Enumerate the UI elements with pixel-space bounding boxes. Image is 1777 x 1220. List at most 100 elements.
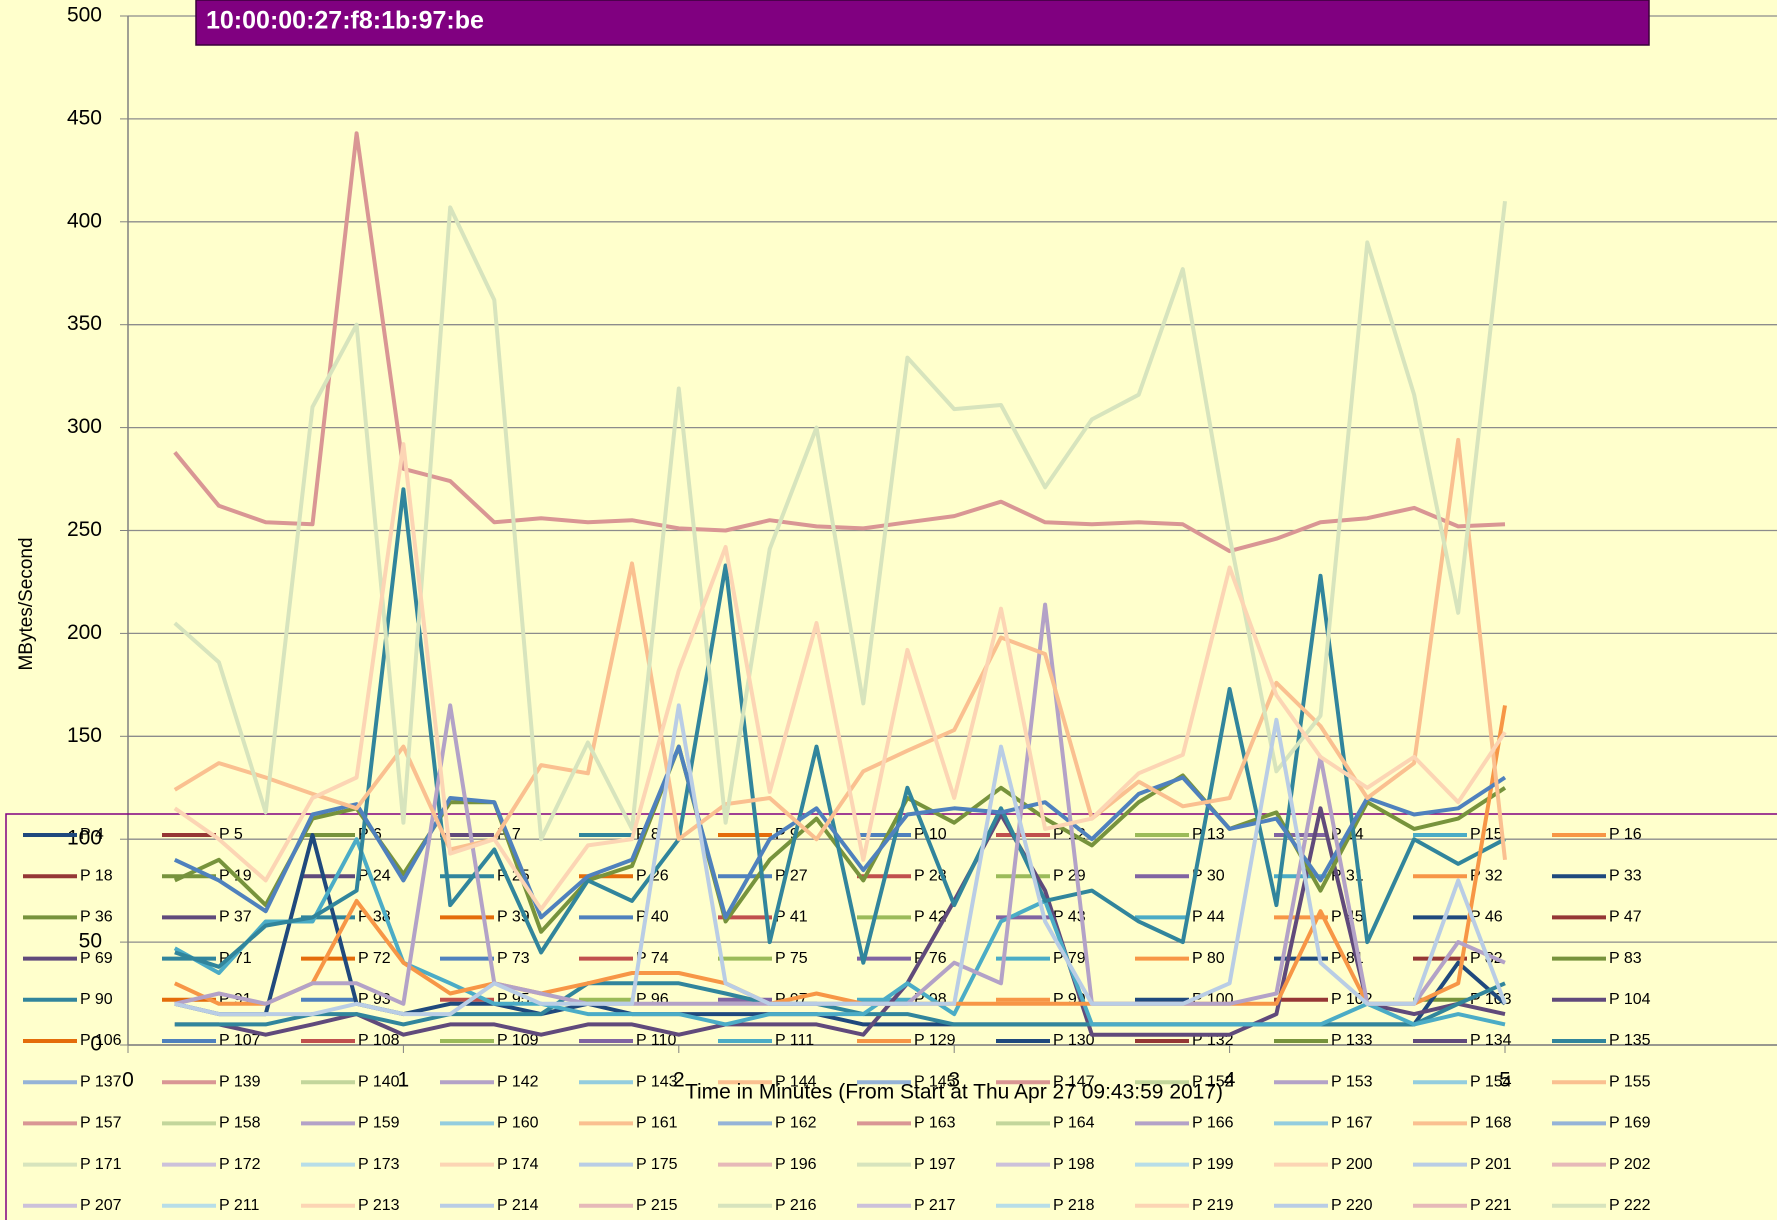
legend-label: P 37 <box>219 909 252 926</box>
y-tick-label: 400 <box>67 209 102 232</box>
legend-label: P 104 <box>1609 991 1651 1008</box>
legend-label: P 160 <box>497 1115 539 1132</box>
legend-label: P 90 <box>80 991 113 1008</box>
legend-label: P 135 <box>1609 1032 1651 1049</box>
legend-label: P 72 <box>358 950 391 967</box>
y-axis-title: MBytes/Second <box>16 537 37 670</box>
y-tick-label: 200 <box>67 621 102 644</box>
legend-label: P 106 <box>80 1032 122 1049</box>
legend-label: P 175 <box>636 1156 678 1173</box>
legend-label: P 137 <box>80 1073 122 1090</box>
legend-label: P 172 <box>219 1156 261 1173</box>
legend-label: P 164 <box>1053 1115 1095 1132</box>
legend-label: P 28 <box>914 867 947 884</box>
legend-label: P 161 <box>636 1115 678 1132</box>
legend-label: P 211 <box>219 1197 259 1214</box>
series-line <box>173 744 1507 920</box>
y-tick-label: 300 <box>67 415 102 438</box>
legend-label: P 111 <box>775 1032 814 1049</box>
legend-label: P 202 <box>1609 1156 1651 1173</box>
legend-label: P 29 <box>1053 867 1086 884</box>
title-box <box>195 0 1650 46</box>
legend-label: P 152 <box>1192 1073 1234 1090</box>
legend-label: P 83 <box>1609 950 1642 967</box>
legend-label: P 4 <box>80 826 104 843</box>
legend-label: P 198 <box>1053 1156 1095 1173</box>
legend-label: P 44 <box>1192 909 1225 926</box>
legend-label: P 140 <box>358 1073 400 1090</box>
legend-label: P 36 <box>80 909 113 926</box>
legend-label: P 40 <box>636 909 669 926</box>
legend-label: P 153 <box>1331 1073 1373 1090</box>
legend-label: P 201 <box>1470 1156 1512 1173</box>
legend-label: P 134 <box>1470 1032 1512 1049</box>
legend-label: P 143 <box>636 1073 678 1090</box>
plot-lines <box>173 131 1507 1037</box>
legend-label: P 80 <box>1192 950 1225 967</box>
legend-label: P 215 <box>636 1197 678 1214</box>
legend-box <box>5 813 1777 1220</box>
legend-label: P 213 <box>358 1197 400 1214</box>
legend-label: P 107 <box>219 1032 261 1049</box>
legend-label: P 46 <box>1470 909 1503 926</box>
legend-label: P 13 <box>1192 826 1225 843</box>
series-line <box>173 837 1506 1027</box>
legend-label: P 218 <box>1053 1197 1095 1214</box>
legend-label: P 30 <box>1192 867 1225 884</box>
legend-label: P 18 <box>80 867 113 884</box>
legend-label: P 16 <box>1609 826 1642 843</box>
legend-label: P 33 <box>1609 867 1642 884</box>
legend-label: P 27 <box>775 867 808 884</box>
legend-label: P 171 <box>80 1156 122 1173</box>
legend-label: P 74 <box>636 950 669 967</box>
x-tick-label: 0 <box>122 1069 134 1092</box>
legend-label: P 79 <box>1053 950 1086 967</box>
legend-label: P 24 <box>358 867 391 884</box>
x-tick-label: 3 <box>948 1069 960 1092</box>
legend-label: P 196 <box>775 1156 817 1173</box>
x-tick-label: 1 <box>398 1069 410 1092</box>
legend-label: P 41 <box>775 909 808 926</box>
x-tick-label: 2 <box>673 1069 685 1092</box>
legend-label: P 222 <box>1609 1197 1651 1214</box>
legend-label: P 173 <box>358 1156 400 1173</box>
legend-label: P 130 <box>1053 1032 1095 1049</box>
x-axis-title: Time in Minutes (From Start at Thu Apr 2… <box>685 1081 1223 1104</box>
legend-label: P 108 <box>358 1032 400 1049</box>
legend-label: P 159 <box>358 1115 400 1132</box>
legend-label: P 169 <box>1609 1115 1651 1132</box>
y-tick-label: 250 <box>67 518 102 541</box>
legend-label: P 154 <box>1470 1073 1512 1090</box>
legend-label: P 42 <box>914 909 947 926</box>
legend-label: P 163 <box>914 1115 956 1132</box>
legend-label: P 157 <box>80 1115 122 1132</box>
legend-label: P 129 <box>914 1032 956 1049</box>
legend-label: P 221 <box>1470 1197 1512 1214</box>
legend-label: P 47 <box>1609 909 1642 926</box>
legend-label: P 145 <box>914 1073 956 1090</box>
series-line <box>174 487 1506 969</box>
legend-label: P 139 <box>219 1073 261 1090</box>
legend-label: P 207 <box>80 1197 122 1214</box>
series-line <box>173 442 1507 912</box>
legend-label: P 10 <box>914 826 947 843</box>
legend-label: P 75 <box>775 950 808 967</box>
legend-label: P 15 <box>1470 826 1503 843</box>
legend-label: P 199 <box>1192 1156 1234 1173</box>
legend-label: P 142 <box>497 1073 539 1090</box>
legend-label: P 216 <box>775 1197 817 1214</box>
legend-label: P 200 <box>1331 1156 1373 1173</box>
legend-label: P 158 <box>219 1115 261 1132</box>
series-line <box>173 131 1506 554</box>
legend-label: P 69 <box>80 950 113 967</box>
chart-title: 10:00:00:27:f8:1b:97:be <box>206 7 484 35</box>
legend-label: P 110 <box>636 1032 676 1049</box>
legend-label: P 109 <box>497 1032 539 1049</box>
legend-label: P 220 <box>1331 1197 1373 1214</box>
x-tick-label: 5 <box>1499 1069 1511 1092</box>
legend-label: P 174 <box>497 1156 539 1173</box>
legend-label: P 133 <box>1331 1032 1373 1049</box>
legend-label: P 166 <box>1192 1115 1234 1132</box>
legend-label: P 73 <box>497 950 530 967</box>
